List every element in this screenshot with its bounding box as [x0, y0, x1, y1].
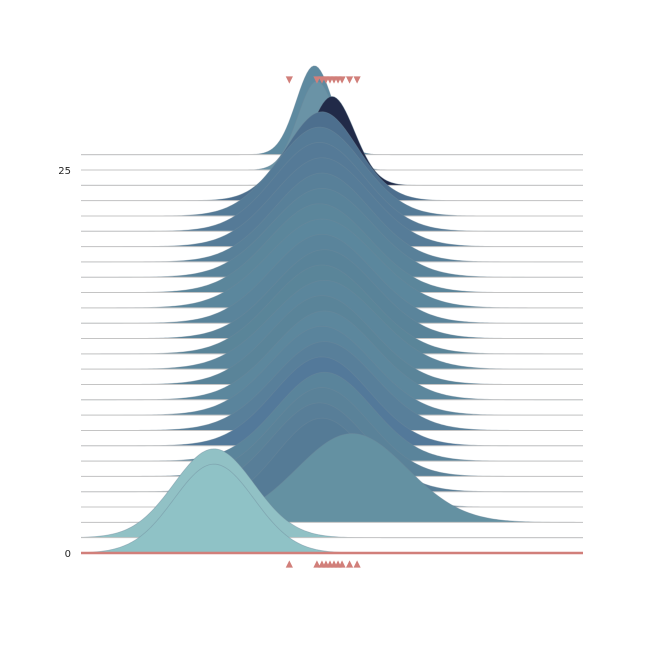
top-marker-row	[285, 76, 361, 84]
ridge-area-0	[81, 464, 583, 553]
bottom-marker-0	[285, 560, 293, 568]
top-marker-8	[345, 76, 354, 84]
bottom-marker-row	[285, 560, 361, 568]
bottom-marker-1	[313, 560, 321, 568]
bottom-marker-8	[345, 560, 354, 568]
bottom-marker-9	[353, 560, 361, 568]
y-axis: 0 25	[58, 166, 71, 560]
y-tick-label-0: 0	[65, 549, 71, 560]
bottom-marker-7	[338, 560, 346, 568]
top-marker-0	[285, 76, 293, 84]
y-tick-label-25: 25	[58, 166, 71, 177]
top-marker-1	[313, 76, 321, 84]
ridge-area-2	[81, 433, 583, 523]
ridge-series-group	[80, 65, 584, 554]
top-marker-9	[353, 76, 361, 84]
top-marker-7	[338, 76, 346, 84]
